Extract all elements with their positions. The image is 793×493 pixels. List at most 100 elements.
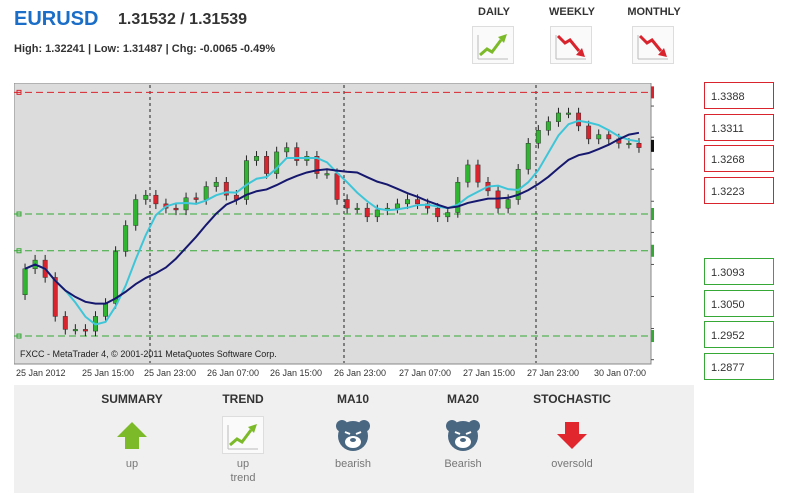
candle-body [113,251,119,304]
symbol-title: EURUSD [14,8,99,30]
candle-body [193,197,199,200]
candle-body [556,112,561,122]
candle-body [475,164,481,183]
bear-icon [442,416,484,454]
candle-body [515,168,521,200]
candle-body [82,329,88,332]
candlestick-chart: 1.323381.317201.309331.305081.29523 1.32… [13,82,690,365]
candle-body [586,125,592,140]
candle-body [294,147,300,161]
candle-body [324,173,330,176]
candle-body [314,156,320,174]
time-axis: 25 Jan 2012 25 Jan 15:00 25 Jan 23:00 26 Ja… [14,368,654,382]
candle-body [626,143,632,146]
candle-body [364,207,370,218]
candle-body [254,156,259,161]
summary-column-ma10: MA10 bearish [298,385,408,471]
level-tag-notch [651,86,654,99]
candle-body [223,181,229,196]
level-tag-notch [651,330,654,343]
stochastic-title: STOCHASTIC [533,392,611,406]
candle-body [22,268,28,295]
ma20-value: Bearish [444,458,482,470]
time-tick-label: 26 Jan 23:00 [334,368,387,378]
bid-ask-quote: 1.31532 / 1.31539 [118,11,248,28]
time-tick-label: 26 Jan 07:00 [207,368,260,378]
candle-body [244,160,249,200]
time-tick-label: 27 Jan 15:00 [463,368,516,378]
candle-body [415,199,420,205]
candle-body [465,164,471,183]
resistance-level-3: 1.3268 [704,145,774,172]
trend-value: up trend [230,458,256,484]
time-tick-label: 25 Jan 2012 [16,368,66,378]
candle-body [123,225,129,252]
candle-body [606,134,612,140]
level-marker [16,89,22,95]
up-arrow-icon [111,416,153,454]
candle-body [445,212,451,218]
trend-down-icon [555,34,586,60]
summary-column-summary: SUMMARY up [77,385,187,471]
candle-body [52,277,58,317]
candle-body [435,207,441,218]
time-tick-label: 25 Jan 23:00 [144,368,197,378]
time-tick-label: 27 Jan 07:00 [399,368,452,378]
support-level-1: 1.3093 [704,258,774,285]
candle-body [505,199,511,209]
trend-up-icon [222,416,264,454]
summary-value: up [125,458,139,470]
level-marker [16,211,22,217]
moving-average-fast [24,119,640,326]
chart-watermark: FXCC - MetaTrader 4, © 2001-2011 MetaQuo… [20,349,277,359]
support-level-3: 1.2952 [704,321,774,348]
stochastic-value: oversold [551,458,593,470]
summary-column-trend: TREND up trend [188,385,298,485]
time-tick-label: 30 Jan 07:00 [594,368,647,378]
candle-body [374,209,380,218]
candle-body [133,199,139,226]
candle-body [455,181,461,213]
chart-plot-area [13,82,652,365]
candle-body [153,194,159,205]
level-tag-notch [651,139,654,152]
period-monthly-button[interactable] [632,26,674,64]
summary-column-ma20: MA20 Bearish [408,385,518,471]
candle-body [576,112,582,127]
signal-summary-panel: SUMMARY up TREND up trend MA10 [14,385,694,493]
price-chart[interactable]: 1.323381.317201.309331.305081.29523 1.32… [13,82,690,367]
candle-body [405,199,410,205]
time-tick-label: 27 Jan 23:00 [527,368,580,378]
candle-body [284,147,290,153]
level-tag-notch [651,244,654,257]
candle-body [596,134,602,140]
summary-title: SUMMARY [101,392,163,406]
bear-icon [332,416,374,454]
period-label-monthly: MONTHLY [627,6,681,18]
candle-body [545,121,551,131]
candle-body [636,143,642,148]
candle-body [103,303,108,317]
ma10-value: bearish [334,458,372,470]
candle-body [62,316,68,330]
candle-body [264,156,270,174]
candle-body [203,186,209,200]
candle-body [525,143,531,170]
candle-body [274,151,280,174]
summary-column-stochastic: STOCHASTIC oversold [517,385,627,471]
level-marker [16,333,22,339]
candle-body [354,207,360,210]
candle-body [495,190,501,209]
support-level-4: 1.2877 [704,353,774,380]
candle-body [344,199,350,209]
candle-body [394,203,400,209]
down-arrow-icon [551,416,593,454]
ma10-title: MA10 [336,392,369,406]
candle-body [213,181,219,187]
period-weekly-button[interactable] [550,26,592,64]
resistance-level-4: 1.3223 [704,177,774,204]
trend-title: TREND [222,392,264,406]
period-daily-button[interactable] [472,26,514,64]
time-tick-label: 26 Jan 15:00 [270,368,323,378]
trend-up-icon [477,34,508,60]
